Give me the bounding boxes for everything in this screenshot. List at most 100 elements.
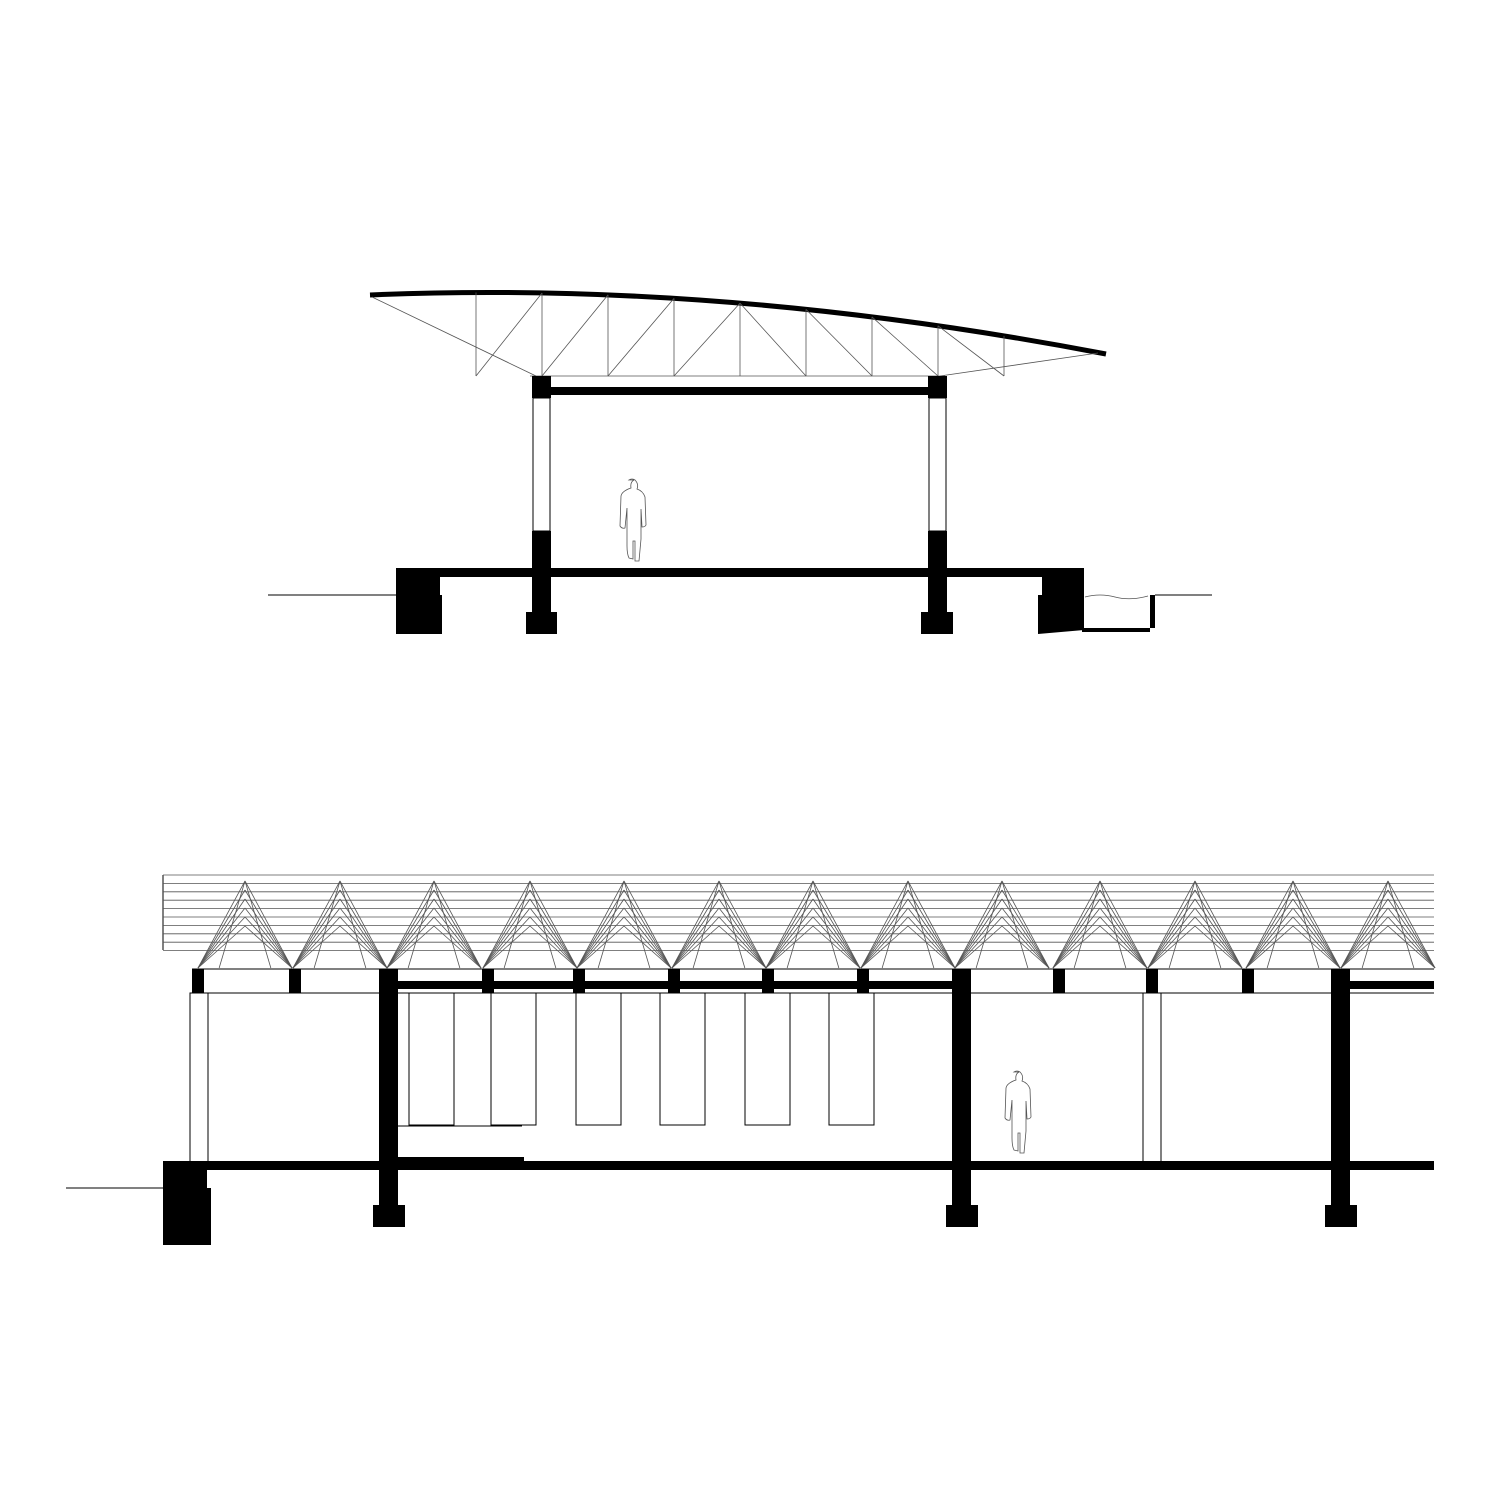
window-panels	[408, 992, 875, 1126]
truss-diagonal	[607, 298, 675, 377]
fan-rib	[671, 898, 720, 969]
fan-rib	[692, 880, 720, 969]
fan-rib	[1292, 907, 1341, 969]
fan-rib	[529, 925, 578, 969]
fan-rib	[218, 880, 246, 969]
fan-rib	[1099, 880, 1148, 969]
roof-purlins	[162, 874, 1434, 951]
fan-rib	[597, 880, 625, 969]
edge-foundation-right	[1038, 568, 1084, 634]
roof-fan-module	[292, 880, 388, 969]
fan-rib	[292, 898, 341, 969]
fan-rib	[292, 925, 341, 969]
fan-rib	[623, 898, 672, 969]
roof-top-chord	[369, 289, 1107, 357]
footing-3	[1325, 1205, 1357, 1227]
fan-rib	[529, 916, 578, 969]
light-column-right	[1142, 992, 1162, 1169]
fan-rib	[623, 880, 651, 969]
fan-rib	[1292, 880, 1320, 969]
fan-rib	[812, 925, 861, 969]
roof-fan-module	[482, 880, 578, 969]
fan-rib	[244, 880, 272, 969]
light-column-left	[189, 992, 209, 1164]
truss-diagonal	[673, 302, 741, 377]
fan-rib	[1194, 880, 1243, 969]
footing-1	[373, 1205, 405, 1227]
roof-fan-module	[1245, 880, 1341, 969]
fan-rib	[292, 916, 341, 969]
fan-rib	[812, 907, 861, 969]
fan-rib	[1292, 925, 1341, 969]
fan-rib	[339, 916, 388, 969]
fan-rib	[339, 880, 367, 969]
fan-rib	[1292, 880, 1341, 969]
fan-rib	[907, 907, 956, 969]
human-figure-long	[1004, 1070, 1032, 1154]
fan-rib	[482, 880, 531, 969]
fan-rib	[576, 925, 625, 969]
fan-rib	[1147, 898, 1196, 969]
fan-rib	[1099, 907, 1148, 969]
footing-2	[946, 1205, 978, 1227]
fan-rib	[718, 889, 767, 969]
fan-rib	[197, 880, 246, 969]
fan-rib	[244, 907, 293, 969]
edge-foundation-long	[163, 1161, 211, 1245]
fan-rib	[386, 880, 435, 969]
window-panel	[575, 992, 622, 1126]
cross-section	[268, 289, 1212, 634]
fan-rib	[907, 880, 956, 969]
fan-rib	[1099, 898, 1148, 969]
fan-rib	[197, 925, 246, 969]
footing-right	[921, 612, 953, 634]
fan-rib	[313, 880, 341, 969]
fan-rib	[339, 925, 388, 969]
fan-rib	[907, 925, 956, 969]
window-panel	[408, 992, 455, 1126]
fan-rib	[765, 925, 814, 969]
column-left	[526, 376, 557, 634]
edge-foundation-left	[396, 568, 442, 634]
fan-rib	[1194, 907, 1243, 969]
fan-rib	[671, 880, 720, 969]
fan-rib	[812, 880, 861, 969]
fan-rib	[1147, 889, 1196, 969]
fan-rib	[954, 880, 1003, 969]
fan-rib	[786, 880, 814, 969]
human-figure-cross	[619, 478, 647, 562]
fan-rib	[1245, 880, 1294, 969]
fan-rib	[244, 916, 293, 969]
fan-rib	[1340, 898, 1389, 969]
fan-rib	[907, 916, 956, 969]
fan-rib	[975, 880, 1003, 969]
fan-rib	[881, 880, 909, 969]
roof-bearing-blocks	[192, 969, 1254, 993]
fan-rib	[623, 880, 672, 969]
roof-fan-module	[1340, 880, 1436, 969]
fan-rib	[1052, 916, 1101, 969]
fan-rib	[1052, 925, 1101, 969]
fan-rib	[386, 898, 435, 969]
fan-rib	[1387, 907, 1436, 969]
column-right-head	[928, 376, 947, 398]
ring-beam-right	[1344, 981, 1434, 989]
fan-rib	[954, 925, 1003, 969]
truss-web-members	[475, 292, 1005, 377]
fan-rib	[1052, 889, 1101, 969]
fan-rib	[407, 880, 435, 969]
curved-roof-truss	[369, 289, 1107, 377]
fan-rib	[860, 925, 909, 969]
fan-rib	[1387, 916, 1436, 969]
fan-rib	[623, 925, 672, 969]
fan-rib	[576, 907, 625, 969]
fan-rib	[576, 880, 625, 969]
fan-rib	[718, 907, 767, 969]
fan-rib	[860, 916, 909, 969]
fan-rib	[1340, 880, 1389, 969]
fan-rib	[1194, 925, 1243, 969]
roof-fan-module	[1052, 880, 1148, 969]
truss-diagonal	[937, 325, 1005, 377]
channel-water-line	[1084, 594, 1149, 600]
fan-rib	[718, 880, 746, 969]
